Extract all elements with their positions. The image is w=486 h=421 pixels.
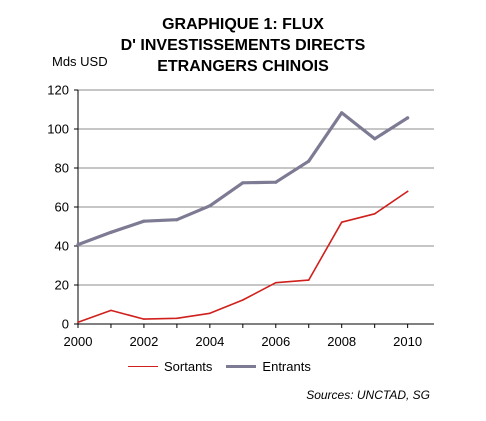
data-point-sortants-2005 [242,299,244,301]
x-tick-label-2006: 2006 [261,334,290,349]
series-line-entrants [76,111,410,247]
data-point-sortants-2007 [307,279,310,281]
legend-swatch-sortants [128,366,158,367]
legend-item-entrants: Entrants [226,359,311,374]
x-tick-label-2004: 2004 [195,334,224,349]
data-point-entrants-2005 [241,181,245,185]
y-tick-label-40: 40 [55,239,69,254]
legend-swatch-entrants [226,365,257,368]
y-tick-label-100: 100 [47,122,69,137]
data-point-entrants-2004 [208,204,212,208]
data-point-entrants-2006 [274,180,278,184]
x-tick-label-2008: 2008 [327,334,356,349]
x-tick-label-2000: 2000 [64,334,93,349]
data-point-entrants-2010 [406,116,410,120]
data-point-sortants-2003 [176,317,178,320]
data-point-entrants-2009 [373,137,377,141]
y-tick-label-80: 80 [55,161,69,176]
data-point-sortants-2004 [209,312,211,315]
data-point-entrants-2000 [76,243,80,247]
data-point-sortants-2010 [406,190,409,193]
data-point-entrants-2001 [109,230,113,234]
x-tick-label-2010: 2010 [393,334,422,349]
data-point-sortants-2008 [340,221,343,223]
y-axis-unit-label: Mds USD [52,54,108,69]
chart-title-line-3: ETRANGERS CHINOIS [157,58,329,75]
data-point-sortants-2002 [143,318,145,320]
x-tick-label-2002: 2002 [129,334,158,349]
y-tick-label-0: 0 [62,317,69,332]
source-note: Sources: UNCTAD, SG [306,388,430,402]
legend-item-sortants: Sortants [128,359,212,374]
chart-title-line-1: GRAPHIQUE 1: FLUX [162,16,324,33]
data-point-sortants-2009 [373,213,376,215]
y-tick-label-20: 20 [55,278,69,293]
chart-title-line-2: D' INVESTISSEMENTS DIRECTS [120,37,366,54]
data-point-entrants-2007 [307,159,311,163]
data-point-sortants-2006 [275,281,277,284]
data-point-sortants-2000 [77,321,79,324]
y-tick-label-60: 60 [55,200,69,215]
legend-label-entrants: Entrants [262,359,311,374]
data-point-entrants-2002 [142,219,146,223]
data-point-sortants-2001 [110,309,112,312]
data-point-entrants-2003 [175,218,179,222]
series-line-sortants [77,190,409,324]
chart-title: GRAPHIQUE 1: FLUX D' INVESTISSEMENTS DIR… [0,14,486,77]
y-tick-label-120: 120 [47,83,69,98]
legend: Sortants Entrants [128,359,325,374]
legend-label-sortants: Sortants [164,359,213,374]
data-point-entrants-2008 [340,111,344,115]
